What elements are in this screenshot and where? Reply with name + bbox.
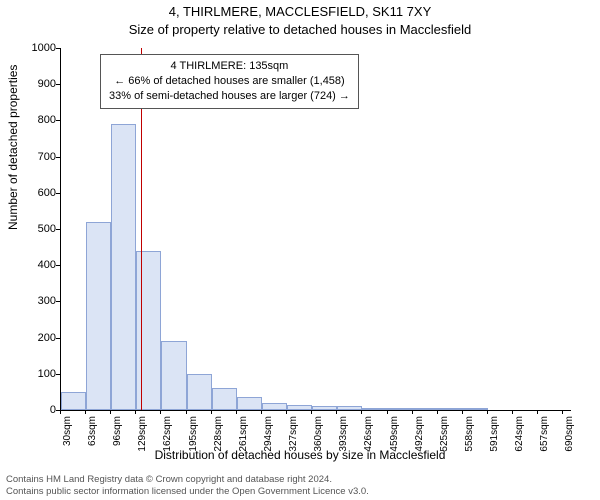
y-tick-label: 1000	[32, 42, 56, 54]
y-tick-label: 800	[38, 114, 56, 126]
chart-container: 4, THIRLMERE, MACCLESFIELD, SK11 7XY Siz…	[0, 0, 600, 500]
histogram-bar	[388, 408, 413, 410]
title-subtitle: Size of property relative to detached ho…	[0, 22, 600, 37]
histogram-bar	[337, 406, 362, 410]
y-tick-label: 200	[38, 332, 56, 344]
histogram-bar	[212, 388, 237, 410]
y-tick-label: 400	[38, 259, 56, 271]
footer-line2: Contains public sector information licen…	[6, 486, 369, 498]
info-line-property: 4 THIRLMERE: 135sqm	[109, 59, 350, 74]
y-tick-label: 600	[38, 187, 56, 199]
y-tick-label: 700	[38, 151, 56, 163]
histogram-bar	[362, 408, 387, 410]
y-tick-label: 100	[38, 368, 56, 380]
y-axis-label: Number of detached properties	[6, 65, 20, 230]
footer-attribution: Contains HM Land Registry data © Crown c…	[6, 474, 369, 498]
histogram-bar	[413, 408, 438, 410]
histogram-bar	[61, 392, 86, 410]
histogram-bar	[438, 408, 463, 410]
title-address: 4, THIRLMERE, MACCLESFIELD, SK11 7XY	[0, 4, 600, 19]
histogram-bar	[187, 374, 212, 410]
histogram-bar	[86, 222, 111, 410]
info-line-smaller: ← 66% of detached houses are smaller (1,…	[109, 74, 350, 89]
histogram-bar	[463, 408, 488, 410]
histogram-bar	[262, 403, 287, 410]
y-tick-label: 500	[38, 223, 56, 235]
info-box: 4 THIRLMERE: 135sqm ← 66% of detached ho…	[100, 54, 359, 109]
histogram-bar	[237, 397, 262, 410]
histogram-bar	[161, 341, 186, 410]
histogram-bar	[111, 124, 136, 410]
y-tick-label: 0	[50, 404, 56, 416]
y-tick-label: 900	[38, 78, 56, 90]
histogram-bar	[312, 406, 337, 410]
histogram-bar	[287, 405, 312, 410]
y-tick-label: 300	[38, 295, 56, 307]
info-line-larger: 33% of semi-detached houses are larger (…	[109, 89, 350, 104]
footer-line1: Contains HM Land Registry data © Crown c…	[6, 474, 369, 486]
x-axis-label: Distribution of detached houses by size …	[0, 448, 600, 462]
